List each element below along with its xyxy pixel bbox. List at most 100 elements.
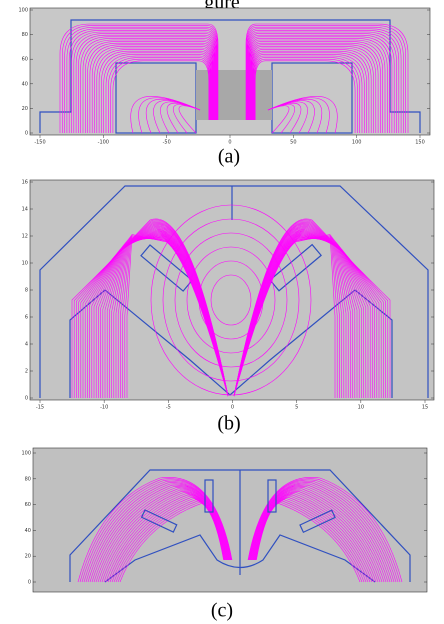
y-tick-label: 100 [18,8,28,14]
decoration [251,46,377,133]
decoration [64,26,218,133]
y-tick-label: 0 [28,580,31,586]
y-tick-label: 0 [25,131,28,137]
decoration [105,55,211,133]
decoration [119,502,224,583]
y-tick-label: 12 [22,234,28,240]
y-tick-label: 80 [22,32,28,38]
y-tick-label: 16 [22,180,28,186]
y-tick-label: 2 [25,369,28,375]
decoration [267,96,338,134]
y-tick-label: 8 [25,288,28,294]
decoration [110,58,210,133]
decoration [253,55,363,133]
y-tick-label: 14 [22,207,28,213]
decoration [94,47,213,133]
decoration [249,38,388,133]
y-tick-label: 6 [25,315,28,321]
x-tick-label: 150 [415,140,425,146]
decoration [186,246,276,354]
x-tick-label: 50 [290,140,296,146]
y-tick-label: 60 [22,57,28,63]
y-tick-label: 4 [25,342,28,348]
x-tick-label: 15 [422,405,428,411]
decoration [250,41,383,133]
decoration [249,39,386,133]
panel-label: (c) [211,600,233,622]
decoration [246,25,406,133]
panel-label: (b) [217,413,240,435]
decoration [252,52,367,133]
decoration [248,33,395,133]
decoration [73,33,216,133]
decoration [253,54,365,133]
x-tick-label: 10 [358,405,364,411]
y-tick-label: 40 [22,81,28,87]
decoration [162,218,300,382]
decoration [251,47,374,133]
decoration [59,23,219,133]
decoration [103,54,211,133]
decoration [82,39,215,133]
decoration [233,234,336,398]
y-tick-label: 100 [21,451,31,457]
x-tick-label: -100 [98,140,109,146]
y-tick-label: 80 [25,476,31,482]
decoration [246,28,402,133]
decoration [254,60,356,133]
decoration [198,260,264,340]
y-tick-label: 0 [25,396,28,402]
decoration [269,243,322,292]
decoration [89,44,214,133]
panel-label: (a) [218,146,240,168]
x-tick-label: 0 [231,405,234,411]
y-tick-label: 60 [25,502,31,508]
core [196,70,272,120]
decoration [91,46,213,133]
decoration [68,30,217,133]
decoration [87,42,214,133]
decoration [150,204,312,396]
decoration [112,60,210,133]
x-tick-label: -15 [36,405,44,411]
decoration [62,25,218,133]
decoration [126,234,229,398]
decoration [256,502,361,583]
y-tick-label: 20 [22,106,28,112]
decoration [75,34,216,133]
decoration [174,232,288,368]
decoration [98,50,212,133]
decoration [247,31,397,133]
decoration [299,509,336,534]
decoration [39,19,421,133]
decoration [254,57,360,133]
decoration [80,38,215,133]
decoration [140,509,178,533]
decoration [248,34,393,133]
decoration [96,49,212,133]
x-tick-label: -10 [100,405,108,411]
decoration [130,96,201,134]
decoration [66,28,218,133]
x-tick-label: -150 [34,140,45,146]
decoration [245,23,409,133]
decoration [78,36,216,133]
decoration [254,58,358,133]
decoration [71,31,217,133]
decoration [108,57,210,133]
decoration [101,52,212,133]
x-tick-label: -5 [166,405,171,411]
decoration [250,44,379,133]
decoration [247,30,400,133]
x-tick-label: 5 [295,405,298,411]
decoration [248,36,390,133]
decoration [140,244,193,292]
x-tick-label: 0 [228,140,231,146]
decoration [210,274,252,326]
decoration [204,479,214,513]
panel-b: (b) 0 2 4 6 8 10 12 14 16 -15 -10 -5 0 5 10 15 [22,180,435,435]
decoration [85,41,214,133]
y-tick-label: 20 [25,554,31,560]
decoration [252,49,372,133]
